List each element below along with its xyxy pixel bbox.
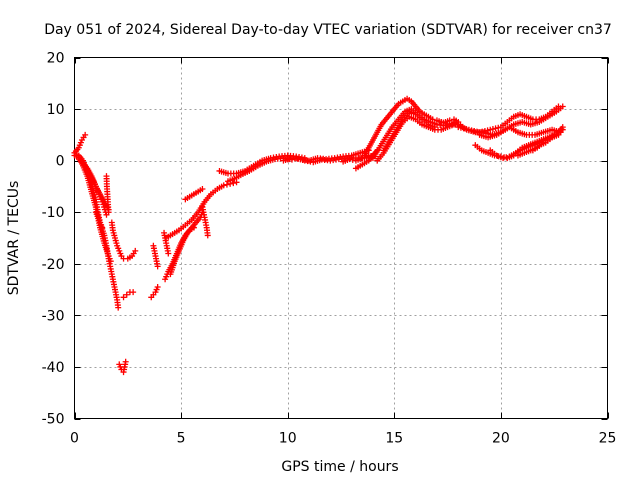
data-point — [105, 209, 112, 216]
y-tick-label: -30 — [42, 308, 65, 324]
data-point — [220, 182, 227, 189]
data-point — [559, 124, 566, 131]
series-track-j — [116, 358, 129, 376]
data-point — [431, 124, 438, 131]
data-series — [71, 95, 566, 376]
series-track-q — [199, 204, 211, 239]
data-point — [122, 358, 129, 365]
series-track-l — [150, 242, 161, 270]
x-tick-label: 15 — [385, 431, 403, 447]
y-tick-label: -20 — [42, 257, 65, 273]
y-axis-label: SDTVAR / TECUs — [6, 181, 22, 296]
data-point — [130, 289, 137, 296]
data-point — [82, 131, 89, 138]
data-point — [123, 291, 130, 298]
y-tick-label: -40 — [42, 360, 65, 376]
x-tick-label: 25 — [599, 431, 617, 447]
series-track-ae — [476, 103, 566, 141]
data-point — [346, 156, 353, 163]
x-tick-label: 5 — [177, 431, 186, 447]
data-point — [230, 180, 237, 187]
data-point — [154, 263, 161, 270]
data-point — [559, 103, 566, 110]
y-tick-label: -50 — [42, 412, 65, 428]
series-track-o — [167, 209, 206, 278]
x-tick-label: 20 — [492, 431, 510, 447]
x-tick-label: 0 — [70, 431, 79, 447]
y-tick-labels: -50 -40 -30 -20 -10 0 10 20 — [42, 51, 65, 428]
series-track-ad — [455, 103, 562, 136]
x-tick-labels: 0 5 10 15 20 25 — [70, 431, 616, 447]
x-axis-label: GPS time / hours — [281, 459, 398, 475]
data-point — [500, 155, 507, 162]
series-track-f — [103, 173, 112, 216]
y-tick-label: 10 — [47, 102, 65, 118]
data-point — [120, 294, 127, 301]
series-track-i — [120, 289, 137, 301]
series-track-h — [92, 209, 122, 311]
series-track-ab — [380, 108, 438, 154]
series-track-e — [77, 157, 110, 218]
data-point — [165, 250, 172, 257]
x-tick-label: 10 — [279, 431, 297, 447]
data-point — [503, 154, 510, 161]
chart-title: Day 051 of 2024, Sidereal Day-to-day VTE… — [44, 22, 612, 38]
data-point — [154, 283, 161, 290]
series-track-p — [163, 179, 240, 241]
series-track-ai — [529, 124, 566, 154]
axis-ticks — [74, 57, 609, 420]
data-point — [115, 304, 122, 311]
plot-frame — [74, 57, 608, 419]
y-tick-label: 0 — [56, 154, 65, 170]
data-point — [223, 181, 230, 188]
series-track-r — [182, 186, 206, 203]
data-point — [132, 247, 139, 254]
y-tick-label: -10 — [42, 205, 65, 221]
series-track-g — [108, 219, 139, 262]
data-point — [199, 186, 206, 193]
series-track-k — [148, 283, 161, 301]
data-point — [204, 232, 211, 239]
grid-lines — [74, 57, 608, 419]
data-point — [349, 156, 356, 163]
y-tick-label: 20 — [47, 51, 65, 67]
